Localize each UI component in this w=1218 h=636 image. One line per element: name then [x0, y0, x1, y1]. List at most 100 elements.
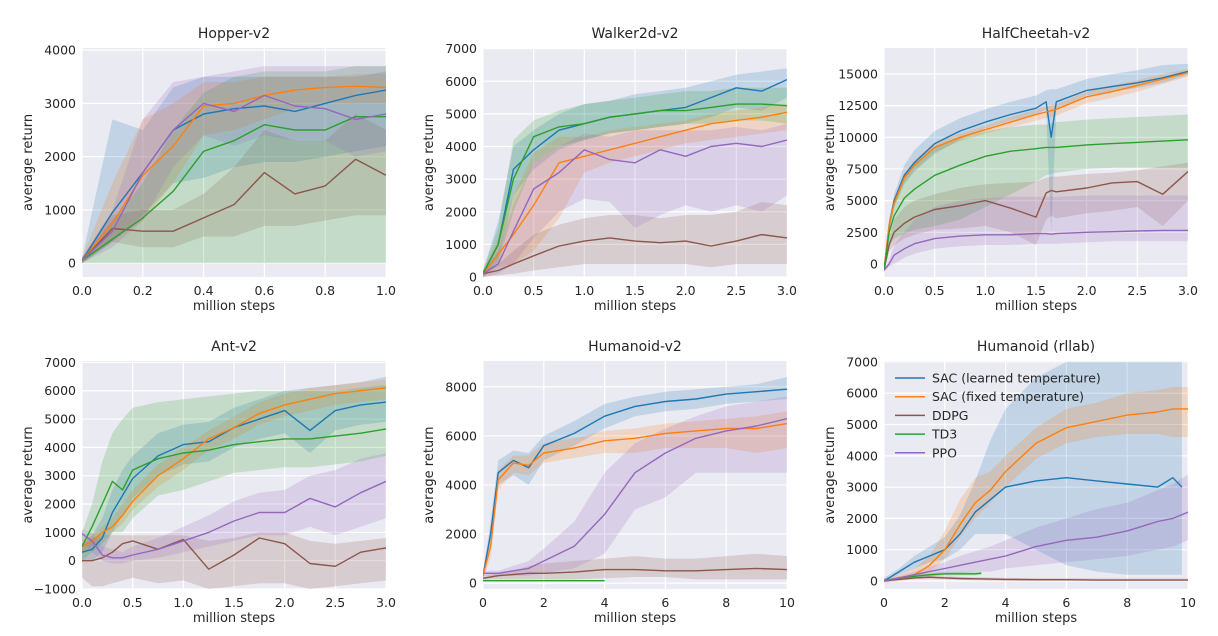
- x-tick-label: 0.5: [123, 595, 143, 610]
- x-tick-label: 0.0: [72, 595, 92, 610]
- band-sac-fixed-temperature-: [483, 104, 787, 277]
- line-ppo: [483, 418, 787, 574]
- x-tick-label: 1.0: [574, 283, 594, 298]
- band-ppo: [483, 396, 787, 576]
- band-td3: [82, 66, 386, 264]
- subplot-hopper-v2: 0.0 0.2 0.4 0.6 0.8 1.0 0 1000 2000 3000 4000 Hoppe…: [21, 26, 396, 314]
- y-tick-label: 7000: [445, 41, 477, 56]
- y-axis-label: average return: [422, 426, 437, 523]
- x-tick-label: 8: [722, 595, 730, 610]
- y-tick-label: 5000: [846, 193, 878, 208]
- y-tick-label: 5000: [44, 412, 76, 427]
- legend-label: PPO: [932, 445, 957, 460]
- line-sac-learned-temperature-: [82, 401, 386, 553]
- plot-marks: [884, 361, 1188, 583]
- band-sac-learned-temperature-: [82, 71, 386, 264]
- y-tick-label: 2000: [44, 497, 76, 512]
- y-tick-label: 0: [469, 576, 477, 591]
- y-tick-label: 6000: [44, 383, 76, 398]
- band-sac-learned-temperature-: [82, 376, 386, 561]
- band-td3: [483, 87, 787, 277]
- y-tick-label: 0: [469, 270, 477, 285]
- y-tick-label: 5000: [445, 106, 477, 121]
- x-tick-label: 10: [779, 595, 795, 610]
- legend-label: TD3: [931, 427, 957, 442]
- x-axis-label: million steps: [995, 611, 1078, 626]
- legend-item: SAC (fixed temperature): [895, 389, 1084, 404]
- y-tick-label: −1000: [34, 582, 76, 597]
- line-ddpg: [884, 170, 1188, 271]
- x-tick-label: 2.5: [325, 595, 345, 610]
- x-tick-label: 2.5: [1127, 283, 1147, 298]
- y-tick-label: 2500: [846, 225, 878, 240]
- x-tick-label: 1.0: [975, 283, 995, 298]
- line-td3: [82, 115, 386, 262]
- line-sac-fixed-temperature-: [884, 72, 1188, 271]
- plot-marks: [82, 376, 386, 589]
- x-tick-label: 2: [540, 595, 548, 610]
- line-sac-learned-temperature-: [82, 89, 386, 261]
- y-axis-label: average return: [823, 114, 838, 211]
- y-tick-label: 0: [68, 553, 76, 568]
- x-tick-label: 0.0: [72, 283, 92, 298]
- y-tick-label: 10000: [838, 130, 878, 145]
- y-tick-label: 4000: [445, 477, 477, 492]
- line-ddpg: [82, 158, 386, 261]
- band-sac-learned-temperature-: [483, 377, 787, 579]
- x-tick-label: 0.0: [473, 283, 493, 298]
- x-tick-label: 2.0: [676, 283, 696, 298]
- x-tick-label: 3.0: [376, 595, 396, 610]
- y-tick-label: 7000: [846, 354, 878, 369]
- line-sac-fixed-temperature-: [483, 422, 787, 576]
- line-ppo: [82, 94, 386, 262]
- y-tick-label: 5000: [846, 417, 878, 432]
- band-sac-fixed-temperature-: [82, 379, 386, 553]
- x-tick-label: 10: [1180, 595, 1196, 610]
- legend-item: PPO: [895, 445, 957, 460]
- legend-label: DDPG: [932, 408, 968, 423]
- x-tick-label: 8: [1123, 595, 1131, 610]
- line-sac-fixed-temperature-: [82, 387, 386, 548]
- subplot-title: Walker2d-v2: [591, 26, 678, 42]
- x-tick-label: 3.0: [777, 283, 797, 298]
- subplot-title: Humanoid-v2: [588, 339, 682, 355]
- y-axis-label: average return: [823, 426, 838, 523]
- band-ddpg: [82, 532, 386, 589]
- subplot-title: Ant-v2: [211, 339, 257, 355]
- x-tick-label: 2.0: [1077, 283, 1097, 298]
- y-tick-label: 1000: [44, 202, 76, 217]
- y-tick-label: 1000: [44, 525, 76, 540]
- y-tick-label: 12500: [838, 98, 878, 113]
- y-tick-label: 3000: [44, 468, 76, 483]
- y-tick-label: 7500: [846, 161, 878, 176]
- x-tick-label: 1.5: [625, 283, 645, 298]
- x-tick-label: 2: [941, 595, 949, 610]
- x-tick-label: 1.0: [173, 595, 193, 610]
- x-tick-label: 0.6: [254, 283, 274, 298]
- y-tick-label: 4000: [44, 43, 76, 58]
- y-axis-label: average return: [422, 114, 437, 211]
- x-tick-label: 4: [601, 595, 609, 610]
- y-tick-label: 6000: [846, 386, 878, 401]
- y-tick-label: 0: [68, 256, 76, 271]
- subplot-title: Humanoid (rllab): [977, 339, 1095, 355]
- y-tick-label: 3000: [44, 96, 76, 111]
- x-tick-label: 0.2: [133, 283, 153, 298]
- legend-item: DDPG: [895, 408, 968, 423]
- line-ppo: [82, 480, 386, 559]
- line-td3: [82, 428, 386, 547]
- subplot-humanoid-rllab-: 0 2 4 6 8 10 0 1000 2000 3000 4000 5000 6000 7000 Huma…: [823, 339, 1196, 626]
- legend: SAC (learned temperature) SAC (fixed temp…: [895, 371, 1101, 460]
- line-ppo: [483, 139, 787, 275]
- band-td3: [884, 114, 1188, 272]
- x-tick-label: 4: [1002, 595, 1010, 610]
- plot-marks: [884, 63, 1188, 272]
- legend-item: SAC (learned temperature): [895, 371, 1101, 386]
- x-tick-label: 0.5: [524, 283, 544, 298]
- legend-label: SAC (fixed temperature): [932, 389, 1084, 404]
- band-sac-fixed-temperature-: [82, 74, 386, 264]
- line-sac-learned-temperature-: [483, 388, 787, 576]
- x-axis-label: million steps: [995, 299, 1078, 314]
- band-sac-learned-temperature-: [884, 63, 1188, 271]
